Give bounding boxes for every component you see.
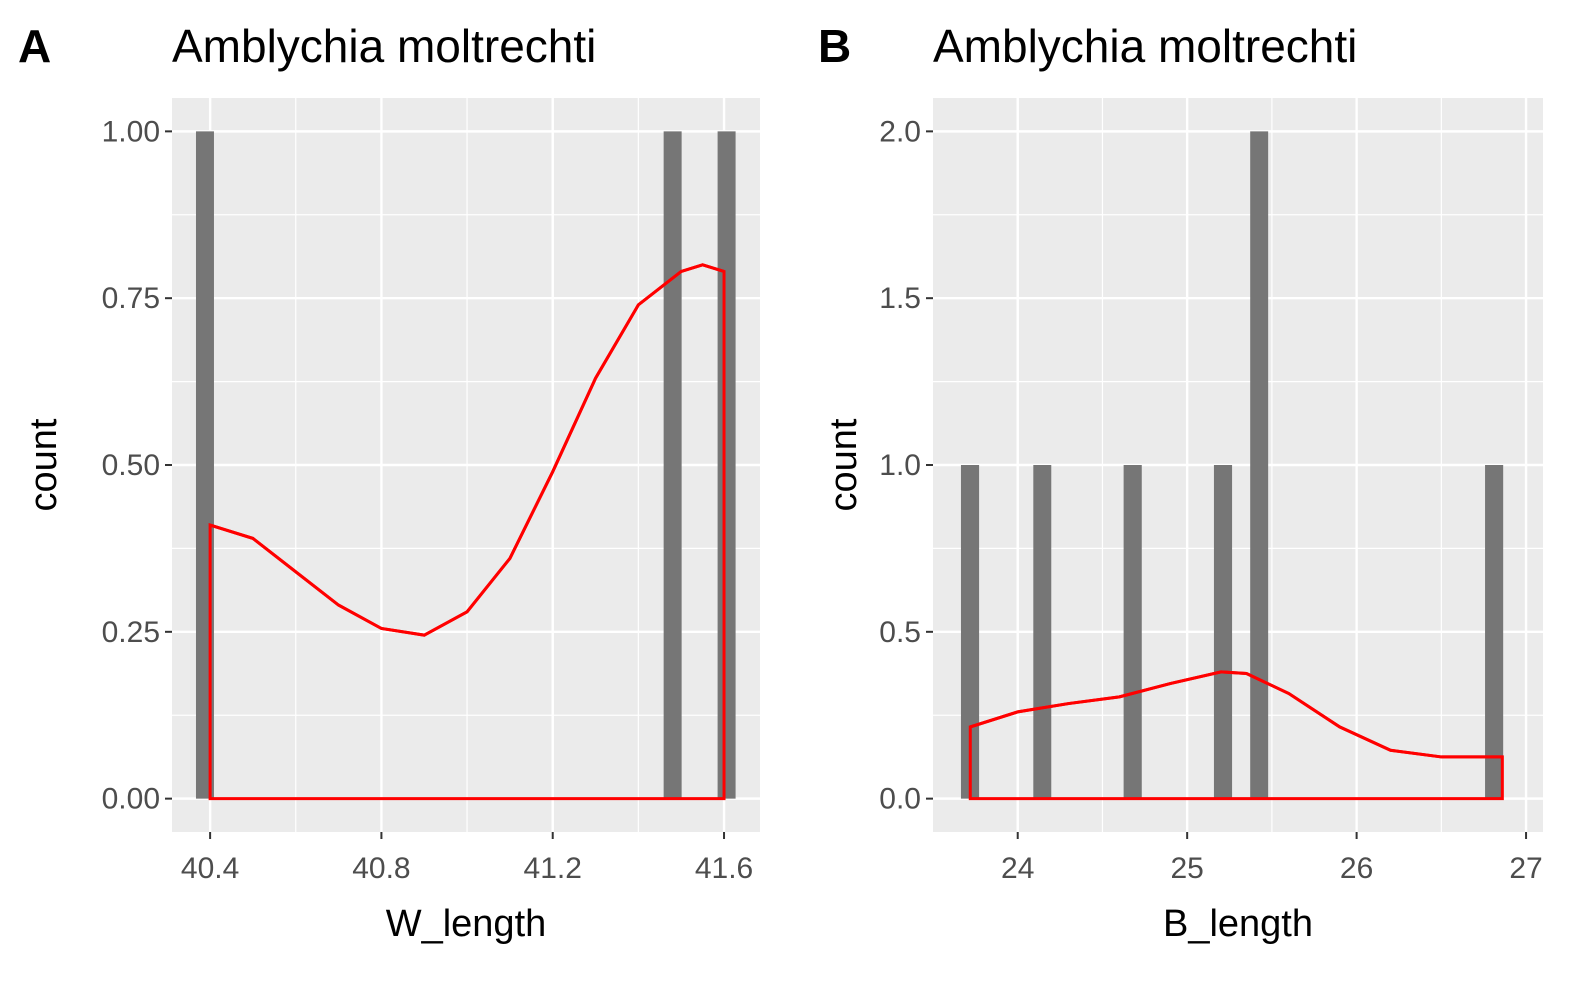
y-tick-label: 0.75	[102, 282, 160, 315]
x-axis-label: B_length	[1163, 903, 1313, 945]
x-tick-label: 41.6	[695, 852, 753, 885]
bar	[1213, 465, 1233, 799]
bar	[1485, 465, 1504, 799]
bar	[717, 131, 736, 799]
x-tick-label: 41.2	[524, 852, 582, 885]
bar	[663, 131, 682, 799]
y-tick-label: 0.50	[102, 449, 160, 482]
density-curve	[209, 263, 725, 637]
y-tick-label: 0.0	[879, 783, 921, 816]
bar	[1250, 131, 1269, 799]
x-tick-label: 40.4	[181, 852, 239, 885]
y-tick-label: 0.5	[879, 616, 921, 649]
bar	[960, 465, 980, 799]
x-tick-label: 26	[1340, 852, 1373, 885]
density-curve	[969, 670, 1503, 759]
panel-tag: A	[18, 20, 51, 72]
y-axis-label: count	[823, 418, 865, 511]
x-tick-label: 27	[1509, 852, 1542, 885]
x-axis-label: W_length	[386, 903, 547, 945]
y-tick-label: 0.00	[102, 783, 160, 816]
y-tick-label: 1.00	[102, 115, 160, 148]
x-tick-label: 40.8	[352, 852, 410, 885]
panel-title: Amblychia moltrechti	[172, 20, 596, 72]
y-tick-label: 2.0	[879, 115, 921, 148]
x-tick-label: 24	[1001, 852, 1034, 885]
y-tick-label: 1.0	[879, 449, 921, 482]
y-axis-label: count	[23, 418, 65, 511]
panel-title: Amblychia moltrechti	[933, 20, 1357, 72]
y-tick-label: 0.25	[102, 616, 160, 649]
panel-tag: B	[818, 20, 851, 72]
bar	[1033, 465, 1052, 799]
x-tick-label: 25	[1170, 852, 1203, 885]
bar	[1123, 465, 1142, 799]
y-tick-label: 1.5	[879, 282, 921, 315]
